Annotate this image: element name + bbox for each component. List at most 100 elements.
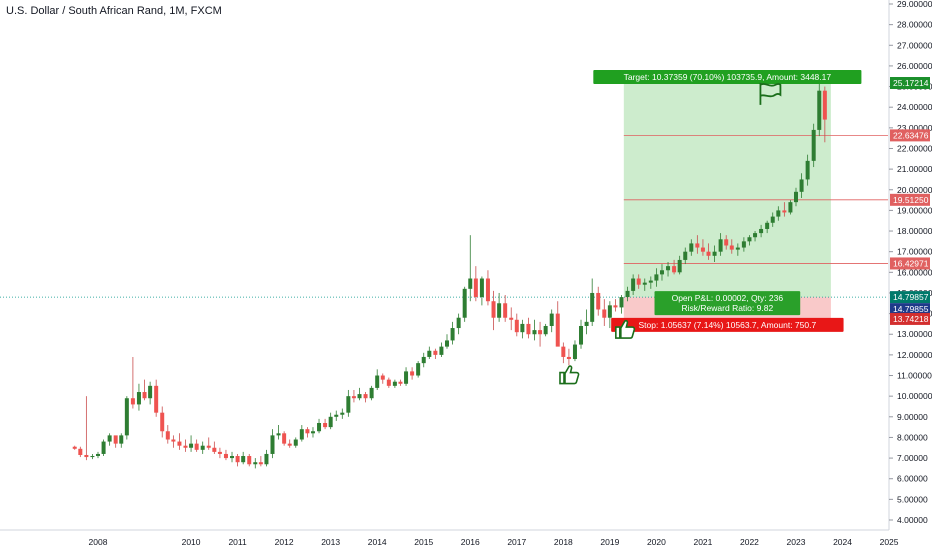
candle-body[interactable] bbox=[765, 222, 770, 229]
candle-body[interactable] bbox=[677, 259, 682, 273]
candle-body[interactable] bbox=[253, 462, 258, 465]
candle-body[interactable] bbox=[659, 270, 664, 275]
candle-body[interactable] bbox=[625, 290, 630, 298]
candle-body[interactable] bbox=[509, 317, 514, 320]
candle-body[interactable] bbox=[113, 435, 118, 444]
candle-body[interactable] bbox=[514, 319, 519, 333]
candle-body[interactable] bbox=[346, 396, 351, 413]
candle-body[interactable] bbox=[450, 328, 455, 341]
candle-body[interactable] bbox=[230, 456, 235, 459]
candle-body[interactable] bbox=[154, 385, 159, 413]
candle-body[interactable] bbox=[189, 443, 194, 448]
candle-body[interactable] bbox=[607, 305, 612, 318]
candle-body[interactable] bbox=[421, 356, 426, 364]
candle-body[interactable] bbox=[718, 239, 723, 252]
candle-body[interactable] bbox=[72, 446, 77, 449]
candle-body[interactable] bbox=[183, 445, 188, 448]
candle-body[interactable] bbox=[619, 297, 624, 308]
candle-body[interactable] bbox=[759, 228, 764, 234]
candle-body[interactable] bbox=[404, 371, 409, 384]
candle-body[interactable] bbox=[433, 350, 438, 355]
candle-body[interactable] bbox=[462, 288, 467, 318]
candle-body[interactable] bbox=[700, 247, 705, 252]
candle-body[interactable] bbox=[794, 191, 798, 203]
candle-body[interactable] bbox=[479, 278, 484, 298]
candle-body[interactable] bbox=[439, 346, 444, 355]
candle-body[interactable] bbox=[631, 278, 636, 291]
candle-body[interactable] bbox=[753, 233, 758, 238]
candle-body[interactable] bbox=[747, 237, 752, 242]
candle-body[interactable] bbox=[468, 278, 473, 289]
candle-body[interactable] bbox=[602, 309, 607, 318]
candle-body[interactable] bbox=[351, 396, 356, 399]
candle-body[interactable] bbox=[78, 448, 83, 455]
candle-body[interactable] bbox=[84, 454, 89, 458]
candle-body[interactable] bbox=[741, 241, 746, 248]
candle-body[interactable] bbox=[282, 433, 287, 444]
candle-body[interactable] bbox=[695, 243, 700, 248]
candle-body[interactable] bbox=[235, 456, 240, 463]
candle-body[interactable] bbox=[729, 245, 734, 250]
candle-body[interactable] bbox=[328, 416, 333, 428]
candle-body[interactable] bbox=[724, 239, 729, 246]
candle-body[interactable] bbox=[334, 414, 339, 417]
candle-body[interactable] bbox=[375, 375, 380, 388]
candle-body[interactable] bbox=[526, 323, 531, 335]
candle-body[interactable] bbox=[299, 429, 304, 440]
candle-body[interactable] bbox=[293, 439, 298, 446]
candle-body[interactable] bbox=[782, 210, 787, 213]
candle-body[interactable] bbox=[287, 443, 292, 446]
candle-body[interactable] bbox=[672, 266, 677, 273]
candle-body[interactable] bbox=[683, 251, 688, 260]
candle-body[interactable] bbox=[363, 394, 368, 399]
candle-body[interactable] bbox=[776, 210, 781, 217]
candle-body[interactable] bbox=[310, 431, 315, 434]
candle-body[interactable] bbox=[636, 278, 641, 285]
candle-body[interactable] bbox=[124, 398, 129, 436]
candle-body[interactable] bbox=[788, 202, 793, 213]
candle-body[interactable] bbox=[398, 381, 403, 384]
candle-body[interactable] bbox=[654, 274, 659, 281]
candle-body[interactable] bbox=[416, 363, 421, 376]
candle-body[interactable] bbox=[485, 278, 490, 302]
candle-body[interactable] bbox=[817, 90, 822, 130]
candle-body[interactable] bbox=[712, 251, 717, 256]
candle-body[interactable] bbox=[613, 305, 618, 308]
candle-body[interactable] bbox=[305, 429, 310, 434]
candle-body[interactable] bbox=[561, 346, 566, 357]
candle-body[interactable] bbox=[136, 392, 141, 405]
candle-body[interactable] bbox=[357, 394, 362, 399]
candle-body[interactable] bbox=[590, 292, 595, 322]
candle-body[interactable] bbox=[410, 371, 415, 376]
candle-body[interactable] bbox=[142, 392, 147, 399]
candle-body[interactable] bbox=[666, 266, 671, 271]
candle-body[interactable] bbox=[549, 313, 554, 326]
candle-body[interactable] bbox=[96, 453, 100, 457]
candle-body[interactable] bbox=[160, 412, 165, 432]
candle-body[interactable] bbox=[520, 323, 525, 333]
candle-body[interactable] bbox=[572, 344, 577, 360]
candle-body[interactable] bbox=[270, 435, 275, 454]
candle-body[interactable] bbox=[427, 350, 432, 357]
candle-body[interactable] bbox=[130, 398, 135, 405]
candle-body[interactable] bbox=[194, 443, 199, 450]
candle-body[interactable] bbox=[770, 216, 775, 223]
candle-body[interactable] bbox=[386, 379, 391, 386]
candle-body[interactable] bbox=[584, 321, 589, 326]
candle-body[interactable] bbox=[735, 247, 740, 250]
candle-body[interactable] bbox=[340, 412, 345, 415]
candle-body[interactable] bbox=[811, 129, 816, 161]
candle-body[interactable] bbox=[543, 325, 548, 335]
candle-body[interactable] bbox=[258, 462, 263, 465]
candle-body[interactable] bbox=[456, 317, 461, 329]
candle-body[interactable] bbox=[241, 456, 246, 463]
candle-body[interactable] bbox=[380, 375, 385, 380]
candle-body[interactable] bbox=[323, 422, 328, 428]
candle-body[interactable] bbox=[276, 433, 281, 436]
candle-body[interactable] bbox=[200, 445, 205, 450]
candle-body[interactable] bbox=[538, 330, 543, 335]
candle-body[interactable] bbox=[596, 292, 601, 310]
candle-body[interactable] bbox=[317, 422, 322, 432]
candle-body[interactable] bbox=[822, 90, 827, 120]
candle-body[interactable] bbox=[101, 441, 106, 454]
